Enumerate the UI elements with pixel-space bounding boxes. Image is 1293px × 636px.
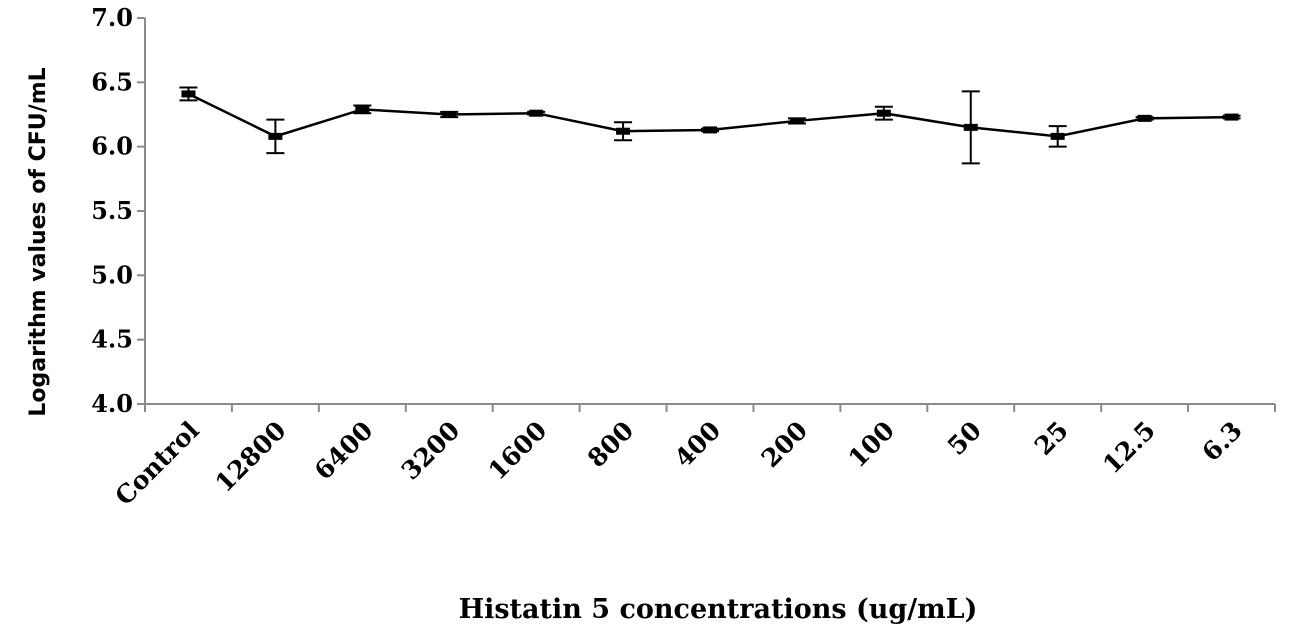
x-axis-ticks: Control 12800 6400 3200 1600 800 400 200 100 50 25…: [109, 404, 1276, 511]
data-point: [442, 111, 457, 118]
x-tick-label: 400: [669, 416, 726, 473]
x-tick-label: 12.5: [1097, 416, 1161, 480]
y-tick-label: 6.5: [91, 67, 133, 96]
data-point: [616, 127, 631, 135]
y-axis-ticks: 4.0 4.5 5.0 5.5 6.0 6.5 7.0: [91, 3, 145, 418]
data-point: [529, 109, 544, 117]
x-tick-label: 100: [843, 416, 900, 473]
axes: [144, 18, 1275, 405]
y-tick-label: 7.0: [91, 3, 133, 32]
x-tick-label: 12800: [210, 416, 292, 498]
data-point: [963, 123, 978, 131]
data-point: [789, 117, 804, 125]
data-point: [268, 132, 283, 140]
data-points: [181, 90, 1239, 140]
x-tick-label: Control: [109, 416, 204, 511]
data-point: [703, 126, 717, 134]
x-tick-label: 200: [756, 416, 813, 473]
x-tick-label: 3200: [396, 416, 466, 486]
data-point: [181, 90, 196, 98]
y-tick-label: 5.5: [91, 196, 133, 225]
x-tick-label: 800: [582, 416, 639, 473]
y-tick-label: 4.5: [91, 325, 133, 354]
y-axis-title: Logarithm values of CFU/mL: [26, 67, 51, 416]
data-point: [1137, 114, 1152, 122]
x-tick-label: 6400: [309, 416, 379, 486]
x-tick-label: 1600: [483, 416, 553, 486]
y-tick-label: 5.0: [91, 260, 133, 289]
data-point: [1224, 113, 1239, 121]
data-point: [355, 105, 370, 113]
x-tick-label: 50: [942, 416, 987, 461]
x-axis-title: Histatin 5 concentrations (ug/mL): [459, 594, 978, 625]
x-tick-label: 25: [1029, 416, 1074, 461]
data-point: [1050, 132, 1065, 140]
error-bars: [179, 86, 1241, 165]
x-tick-label: 6.3: [1197, 416, 1248, 467]
y-tick-label: 4.0: [91, 389, 133, 418]
y-tick-label: 6.0: [91, 132, 133, 161]
data-point: [876, 109, 891, 117]
